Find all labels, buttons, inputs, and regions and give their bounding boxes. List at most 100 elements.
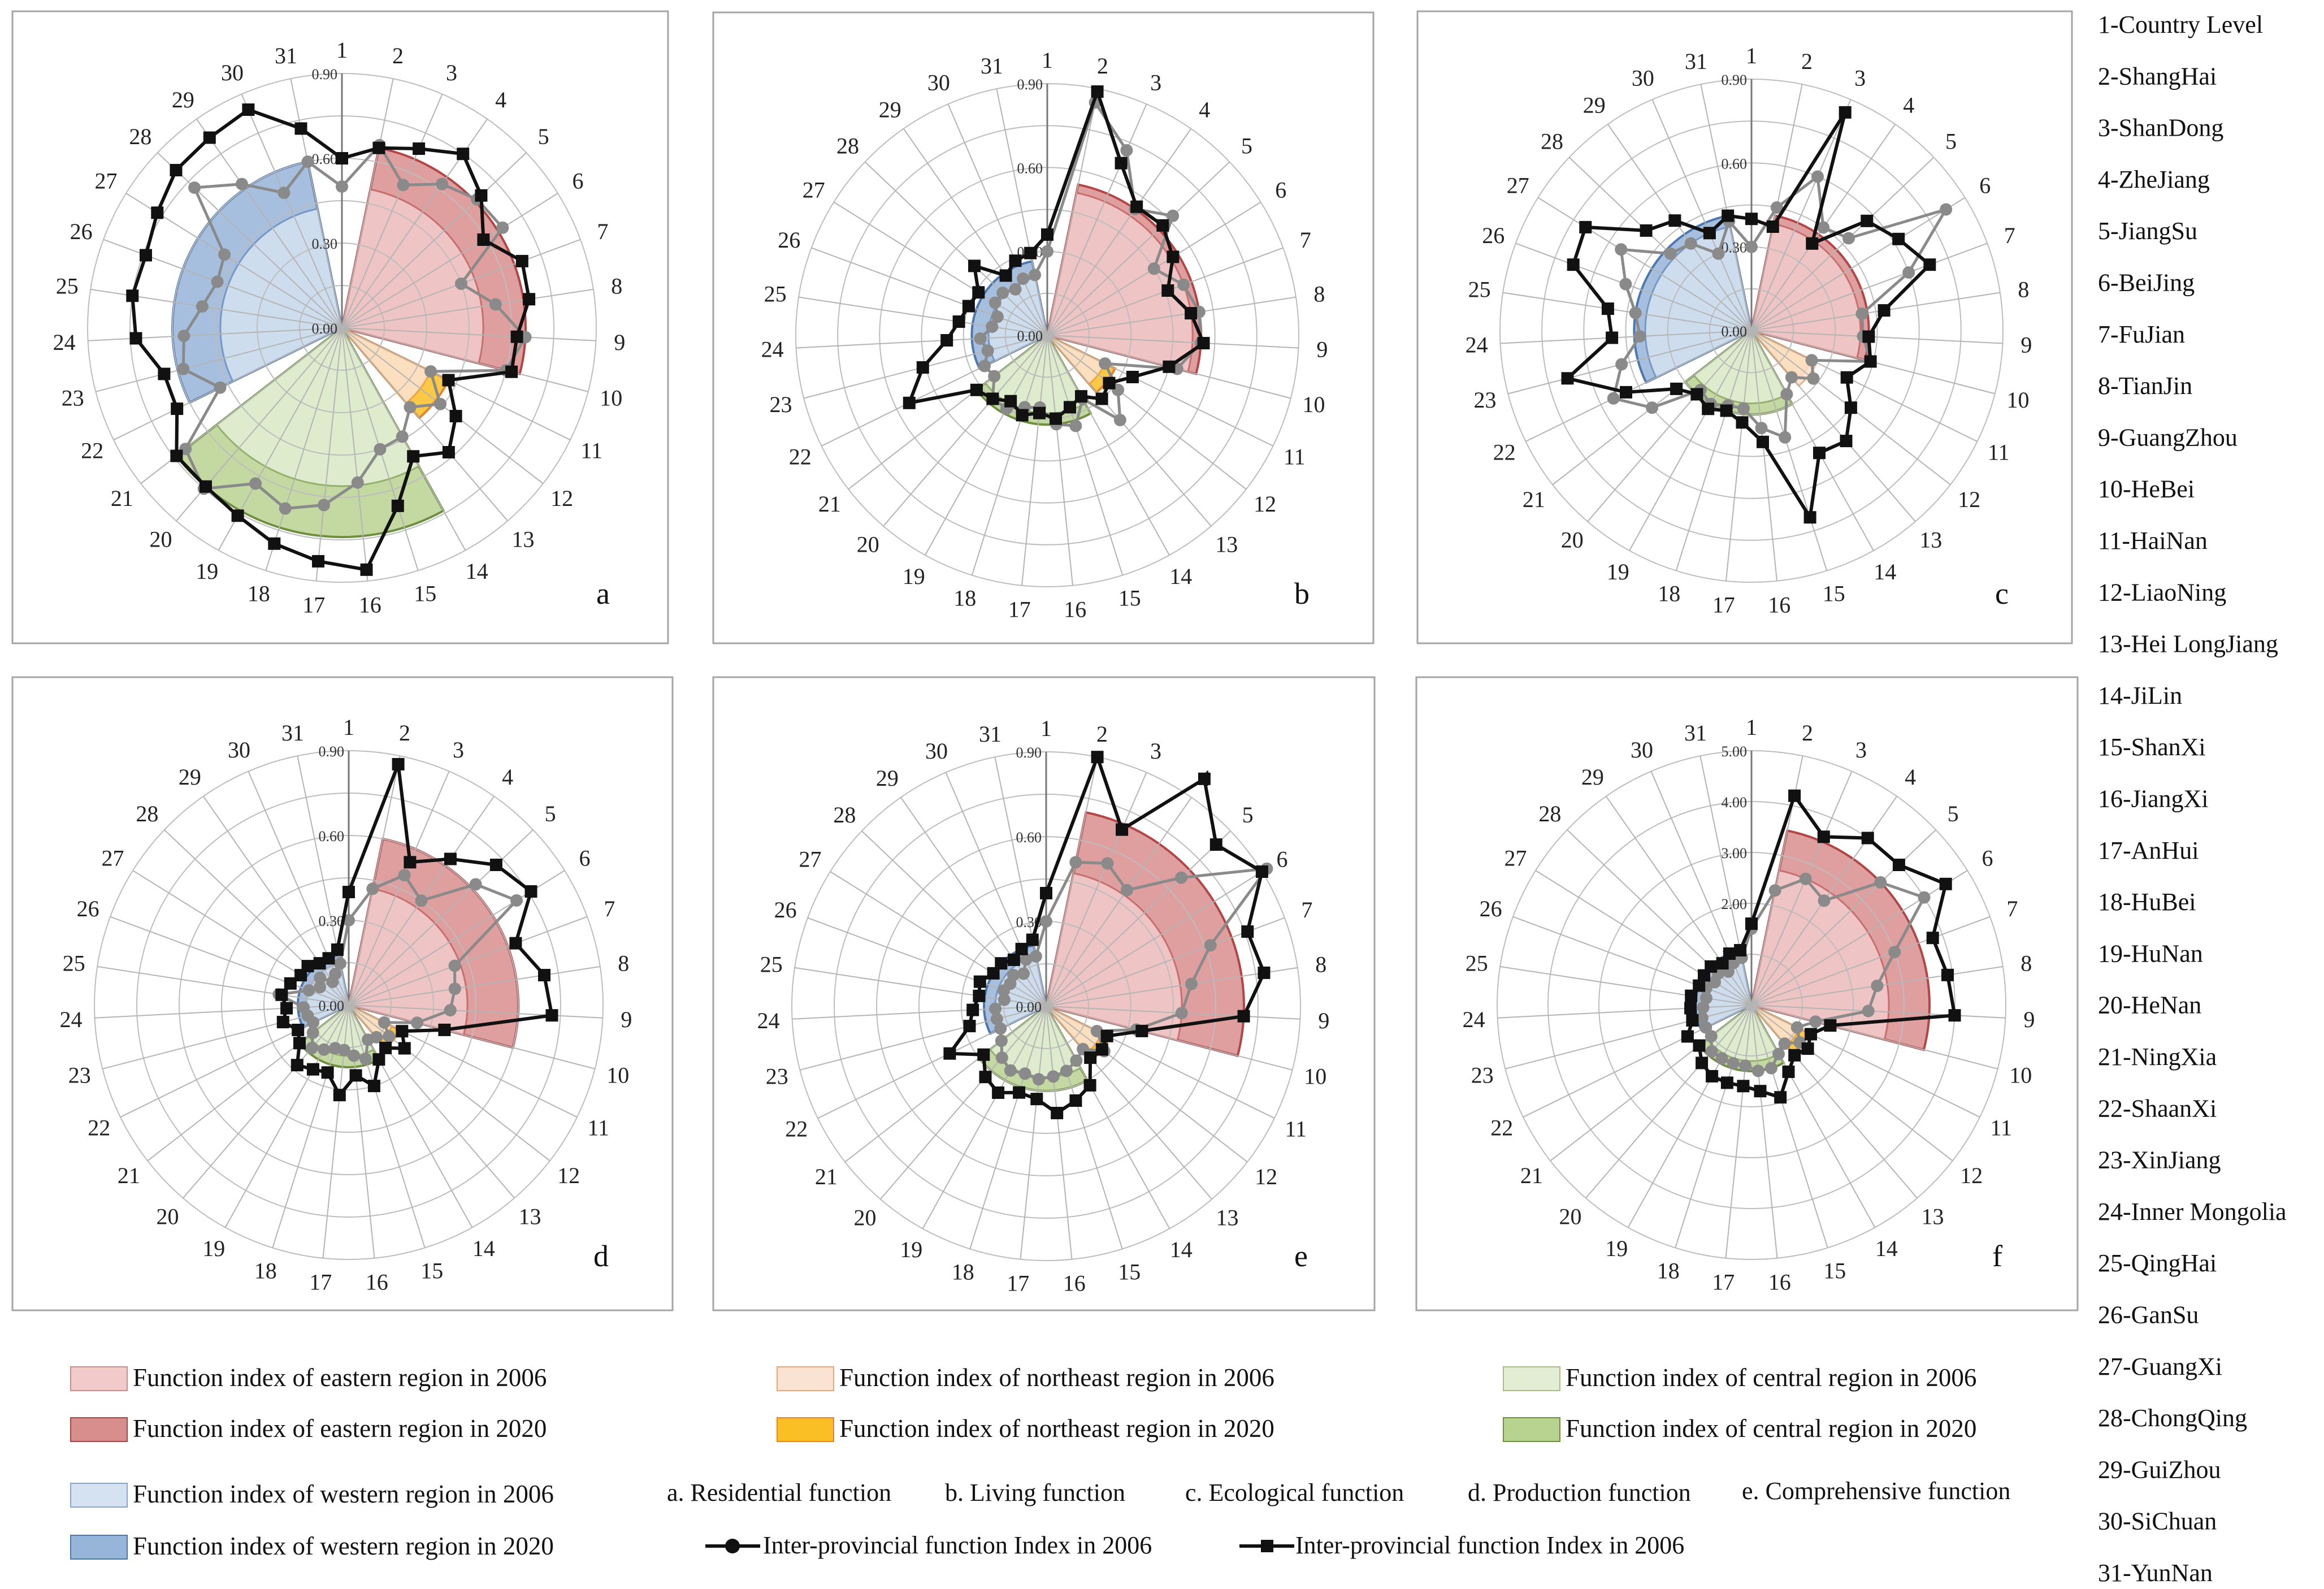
- point-2020: [1579, 220, 1592, 233]
- point-2006: [235, 177, 248, 190]
- category-label: 7: [597, 219, 608, 244]
- province-list-item: 21-NingXia: [2098, 1043, 2217, 1071]
- spoke: [1046, 1006, 1293, 1071]
- point-2020: [1024, 246, 1037, 259]
- province-list-item: 6-BeiJing: [2098, 269, 2195, 297]
- province-list-item: 5-JiangSu: [2098, 217, 2197, 245]
- category-label: 7: [604, 896, 615, 921]
- tick-label: 0.90: [312, 66, 338, 83]
- point-2020: [1185, 307, 1198, 320]
- point-2006: [1712, 247, 1725, 260]
- series-line-2020-a: [131, 107, 531, 572]
- point-2006: [1113, 414, 1126, 427]
- point-2006: [996, 287, 1009, 300]
- category-label: 14: [466, 558, 488, 584]
- point-2006: [1855, 308, 1868, 321]
- tick-label: 4.00: [1722, 794, 1748, 811]
- spoke: [922, 1006, 1047, 1229]
- spoke: [1046, 1006, 1123, 1249]
- category-label: 3: [453, 737, 464, 763]
- point-2020: [1237, 1010, 1250, 1023]
- category-label: 30: [927, 70, 950, 96]
- category-label: 4: [1905, 764, 1916, 790]
- category-label: 19: [1607, 559, 1629, 584]
- tick-label: 0.60: [1016, 829, 1042, 846]
- point-2020: [372, 141, 385, 154]
- point-2006: [986, 321, 999, 333]
- category-label: 6: [1979, 172, 1991, 198]
- category-label: 20: [150, 526, 172, 552]
- spoke: [1515, 243, 1752, 331]
- spoke: [1046, 1006, 1300, 1020]
- category-label: 31: [979, 721, 1001, 747]
- point-2020: [457, 148, 470, 161]
- point-2020: [1734, 944, 1747, 956]
- category-label: 8: [611, 274, 622, 299]
- category-label: 6: [1277, 847, 1288, 872]
- legend-northeast-2020: Function index of northeast region in 20…: [839, 1414, 1274, 1443]
- point-2020: [200, 480, 212, 493]
- point-2020: [1788, 1049, 1801, 1062]
- category-label: 30: [1631, 737, 1653, 763]
- category-label: 26: [70, 219, 93, 244]
- spoke: [1585, 1005, 1752, 1199]
- point-2006: [318, 499, 331, 512]
- point-2020: [1100, 1029, 1113, 1042]
- spoke: [1651, 99, 1752, 331]
- point-2006: [1778, 1037, 1791, 1050]
- spoke: [290, 78, 342, 328]
- point-2020: [1703, 227, 1716, 240]
- point-2006: [1029, 269, 1042, 282]
- spoke: [341, 78, 394, 328]
- point-2020: [1824, 1019, 1837, 1032]
- legend-swatch-eastern-2006: [70, 1366, 128, 1391]
- spoke: [1047, 335, 1299, 349]
- point-2020: [292, 1024, 305, 1036]
- point-2020: [231, 509, 244, 522]
- spoke: [903, 128, 1048, 336]
- category-label: 5: [538, 124, 549, 149]
- spoke: [183, 1005, 349, 1199]
- spoke: [348, 965, 600, 1006]
- point-2020: [1941, 968, 1954, 981]
- point-2020: [992, 1086, 1005, 1099]
- point-2006: [1017, 272, 1030, 285]
- spoke: [1523, 1005, 1752, 1118]
- spoke: [1751, 330, 1874, 551]
- spoke: [1751, 197, 1966, 331]
- point-2006: [301, 155, 314, 168]
- point-2006: [1779, 431, 1792, 444]
- point-2020: [1693, 1039, 1706, 1052]
- point-2020: [1197, 337, 1210, 349]
- point-2006: [1862, 1005, 1875, 1018]
- point-2006: [455, 277, 467, 290]
- spoke: [1047, 335, 1124, 575]
- point-2006: [444, 1004, 457, 1017]
- spoke: [1751, 916, 1991, 1006]
- category-label: 30: [925, 738, 948, 764]
- panel-letter-f: f: [1992, 1239, 2002, 1273]
- spoke: [97, 965, 349, 1006]
- category-label: 15: [1823, 1258, 1846, 1283]
- category-label: 12: [550, 486, 573, 511]
- point-2020: [1601, 302, 1614, 315]
- spoke: [341, 288, 593, 328]
- legend-swatch-eastern-2020: [70, 1417, 128, 1442]
- point-2006: [1739, 1059, 1752, 1072]
- point-2020: [943, 1047, 956, 1060]
- point-2006: [1017, 967, 1030, 980]
- point-2020: [1939, 877, 1952, 890]
- point-2020: [1757, 435, 1769, 448]
- category-label: 15: [1118, 586, 1141, 611]
- point-2006: [1737, 402, 1750, 415]
- category-label: 15: [420, 1258, 443, 1283]
- category-label: 22: [1490, 1115, 1513, 1141]
- point-2020: [1723, 947, 1736, 960]
- point-2020: [1075, 390, 1087, 403]
- point-2006: [448, 982, 461, 995]
- point-2006: [177, 362, 190, 375]
- panel-letter-c: c: [1995, 577, 2009, 611]
- point-2020: [1033, 406, 1046, 419]
- category-label: 17: [1008, 597, 1031, 622]
- point-2020: [1690, 388, 1703, 401]
